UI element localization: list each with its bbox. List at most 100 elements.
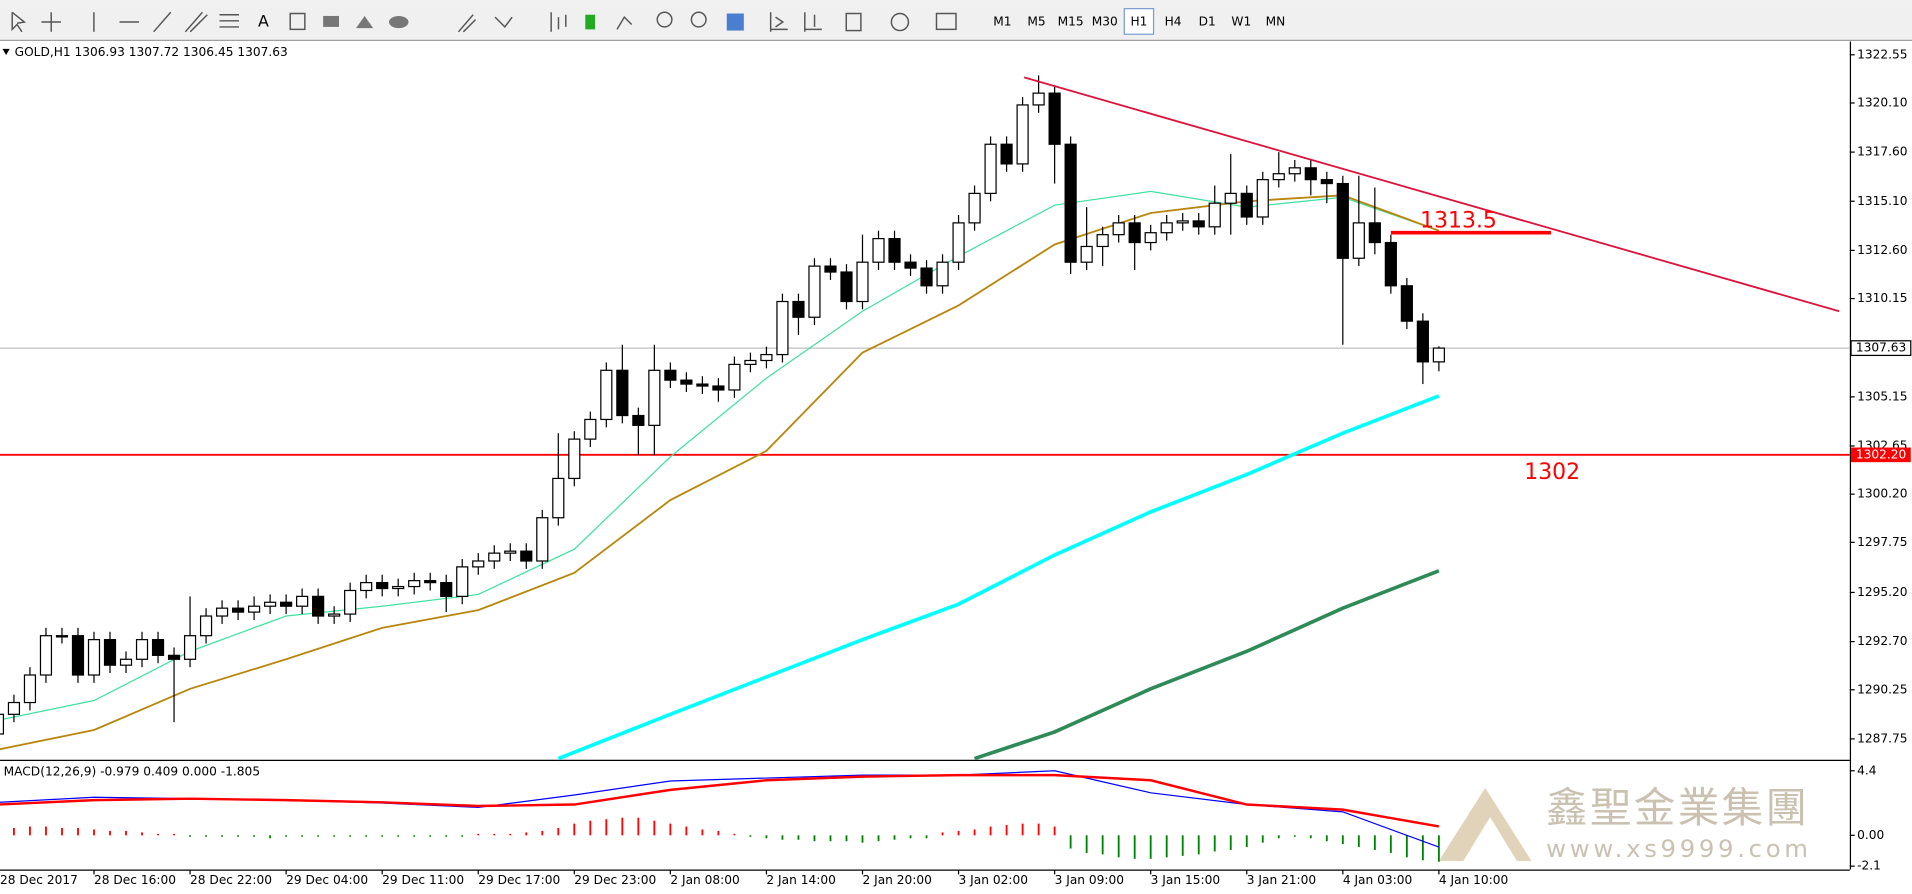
macd-y-tick-label: 0.00 <box>1857 828 1884 842</box>
ellipse-tool[interactable] <box>388 15 409 29</box>
candle-body <box>1032 92 1045 106</box>
channel-tool[interactable] <box>184 11 208 33</box>
periods-btn[interactable] <box>890 12 910 32</box>
x-tick-label: 3 Jan 15:00 <box>1151 873 1220 887</box>
menu-arrow[interactable] <box>2 48 10 55</box>
y-tick-label: 1292.70 <box>1857 634 1907 648</box>
candle-body <box>1128 222 1141 244</box>
x-tick-label: 29 Dec 04:00 <box>286 873 368 887</box>
candle-body <box>728 363 741 391</box>
candle-body <box>1080 245 1093 263</box>
candle-body <box>984 143 997 195</box>
x-tick-label: 2 Jan 08:00 <box>670 873 739 887</box>
zoom-in-btn[interactable] <box>656 11 673 28</box>
watermark-url: www.xs9999.com <box>1546 834 1811 863</box>
candle-body <box>472 560 485 568</box>
candle-body <box>328 613 341 617</box>
candle-body <box>632 414 645 426</box>
candle-body <box>55 635 69 638</box>
macd-title: MACD(12,26,9) -0.979 0.409 0.000 -1.805 <box>4 764 260 778</box>
candle-body <box>1176 220 1189 224</box>
candle-chart-btn[interactable] <box>585 14 596 30</box>
candle-body <box>199 615 213 637</box>
timeframe-button[interactable]: W1 <box>1231 15 1251 29</box>
y-tick-label: 1320.10 <box>1857 95 1907 109</box>
timeframe-button[interactable]: M15 <box>1058 15 1084 29</box>
timeframe-button[interactable]: M30 <box>1092 15 1118 29</box>
x-tick-label: 3 Jan 09:00 <box>1055 873 1124 887</box>
autoscroll-btn[interactable] <box>769 12 788 32</box>
y-tick-label: 1300.20 <box>1857 487 1907 501</box>
tile-btn[interactable] <box>726 13 744 31</box>
candle-body <box>312 595 325 617</box>
candle-body <box>1160 222 1173 234</box>
candle-body <box>536 517 549 562</box>
moving-average <box>973 569 1440 761</box>
y-tick-label: 1315.10 <box>1857 194 1907 208</box>
support-annotation: 1302 <box>1524 460 1580 485</box>
y-tick-label: 1297.75 <box>1857 535 1907 549</box>
cursor-tool[interactable] <box>11 11 27 33</box>
label-tool[interactable] <box>289 12 306 31</box>
crosshair-tool[interactable] <box>41 12 61 32</box>
trendline-tool[interactable] <box>153 11 172 33</box>
candle-body <box>1240 192 1253 218</box>
gann-tool[interactable] <box>457 14 477 33</box>
rect-tool[interactable] <box>323 15 339 27</box>
templates-btn[interactable] <box>935 12 957 31</box>
indicators-btn[interactable] <box>845 12 862 32</box>
candle-body <box>1416 320 1429 363</box>
candle-body <box>904 261 917 269</box>
candle-body <box>776 300 789 356</box>
zoom-out-btn[interactable] <box>690 11 707 28</box>
candle-body <box>664 369 677 381</box>
candle-body <box>119 658 133 666</box>
candle-body <box>600 369 613 421</box>
timeframe-button[interactable]: H1 <box>1130 15 1147 29</box>
candle-body <box>744 359 757 366</box>
candle-body <box>1112 222 1125 236</box>
moving-average <box>0 194 1440 751</box>
fibo-tool[interactable] <box>219 13 240 28</box>
candle-body <box>648 369 661 426</box>
x-tick-label: 2 Jan 20:00 <box>862 873 931 887</box>
candle-body <box>1192 220 1205 228</box>
candle-body <box>856 261 869 303</box>
y-tick-label: 1312.60 <box>1857 243 1907 257</box>
candle-body <box>87 639 101 676</box>
timeframe-button[interactable]: D1 <box>1199 15 1216 29</box>
timeframe-button[interactable]: M1 <box>993 15 1011 29</box>
arrows-tool[interactable] <box>494 16 513 29</box>
candle-body <box>824 265 837 273</box>
timeframe-button[interactable]: H4 <box>1165 15 1182 29</box>
candle-body <box>584 418 597 440</box>
candle-body <box>808 265 821 318</box>
candle-body <box>680 379 693 385</box>
y-tick-label: 1287.75 <box>1857 731 1907 745</box>
candle-body <box>215 607 229 617</box>
line-chart-btn[interactable] <box>616 15 633 30</box>
shift-btn[interactable] <box>804 12 822 32</box>
triangle-tool[interactable] <box>356 15 374 29</box>
bar-chart-btn[interactable] <box>550 12 567 32</box>
timeframes: M1 M5 M15 M30 H1 H4 D1 W1 MN <box>993 8 1286 35</box>
toolbar-icons: A <box>11 11 957 33</box>
candle-body <box>888 237 901 263</box>
watermark-logo <box>1438 787 1532 861</box>
candle-body <box>408 580 421 588</box>
candle-body <box>1048 92 1061 145</box>
candle-body <box>0 713 5 735</box>
candle-body <box>1320 179 1333 185</box>
candle-body <box>392 585 405 590</box>
resistance-annotation: 1313.5 <box>1420 209 1497 234</box>
moving-average <box>557 394 1440 761</box>
x-tick-label: 29 Dec 23:00 <box>574 873 656 887</box>
y-tick-label: 1317.60 <box>1857 145 1907 159</box>
candle-body <box>520 550 533 562</box>
timeframe-button[interactable]: MN <box>1266 15 1286 29</box>
timeframe-button[interactable]: M5 <box>1027 15 1045 29</box>
watermark-name: 鑫聖金業集團 <box>1546 784 1809 832</box>
text-tool[interactable]: A <box>258 12 269 31</box>
